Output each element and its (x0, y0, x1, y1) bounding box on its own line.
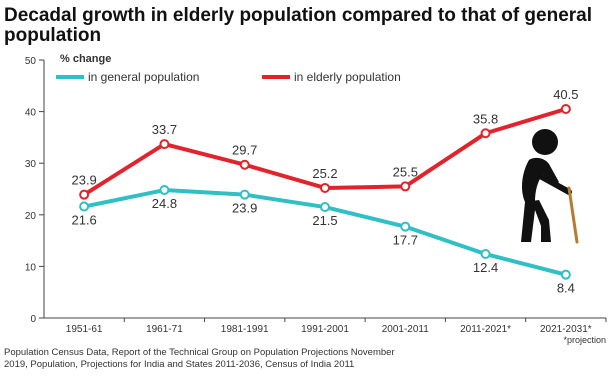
data-label: 33.7 (152, 122, 177, 137)
data-point (480, 249, 491, 260)
y-tick-label: 40 (25, 108, 37, 119)
data-label: 21.6 (71, 213, 96, 228)
x-tick-label: 1981-1991 (221, 324, 269, 335)
x-tick-label: 2001-2011 (382, 324, 430, 335)
data-point (239, 159, 250, 170)
x-tick-label: 2021-2031* (540, 324, 592, 335)
legend-label-elderly: in elderly population (294, 70, 401, 84)
data-label: 8.4 (557, 281, 575, 296)
legend-label-general: in general population (88, 70, 199, 84)
data-point (320, 202, 330, 213)
data-label: 40.5 (553, 87, 578, 102)
data-point (560, 104, 571, 115)
source-note: Population Census Data, Report of the Te… (4, 347, 610, 371)
data-point (239, 189, 250, 200)
data-point (400, 221, 411, 232)
data-point (159, 185, 170, 196)
projection-note: *projection (563, 335, 606, 345)
data-label: 25.5 (393, 164, 418, 179)
data-point (159, 139, 170, 150)
y-axis-label: % change (60, 53, 111, 65)
y-tick-label: 10 (25, 262, 37, 273)
x-tick-label: 2011-2021* (460, 324, 511, 335)
data-label: 17.7 (393, 233, 418, 248)
chart-title: Decadal growth in elderly population com… (4, 5, 593, 46)
data-point (79, 201, 90, 212)
data-point (480, 128, 491, 139)
data-label: 24.8 (152, 196, 177, 211)
source-line-1: Population Census Data, Report of the Te… (4, 347, 395, 358)
elderly-person-with-cane-icon (521, 129, 579, 244)
y-tick-label: 50 (25, 56, 37, 67)
data-label: 21.5 (312, 213, 337, 228)
y-tick-label: 20 (25, 211, 37, 222)
x-tick-label: 1991-2001 (301, 324, 349, 335)
y-tick-label: 0 (30, 314, 36, 325)
x-tick-label: 1961-71 (146, 324, 183, 335)
y-tick-label: 30 (25, 159, 37, 170)
x-tick-label: 1951-61 (66, 324, 103, 335)
data-point (79, 189, 90, 200)
data-label: 23.9 (232, 201, 257, 216)
data-label: 25.2 (312, 166, 337, 181)
data-label: 35.8 (473, 111, 498, 126)
data-labels: 21.6 24.8 23.9 21.5 17.7 12.4 8.4 23.9 33.7 29.7 2… (71, 87, 578, 296)
series-points (79, 104, 571, 280)
data-label: 12.4 (473, 260, 498, 275)
source-line-2: 2019, Population, Projections for India … (4, 359, 355, 370)
legend: in general population in elderly populat… (56, 70, 401, 84)
data-point (560, 269, 571, 280)
data-label: 23.9 (71, 173, 96, 188)
data-point (400, 181, 411, 192)
data-label: 29.7 (232, 143, 257, 158)
data-point (320, 182, 330, 193)
axes: 0 10 20 30 40 50 1951-61 1961-71 1981-1991 1991-2… (25, 56, 607, 335)
